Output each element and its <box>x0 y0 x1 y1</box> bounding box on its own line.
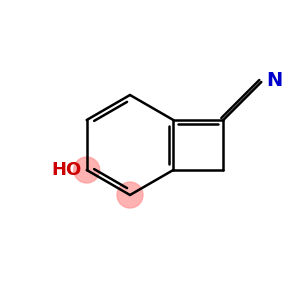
Circle shape <box>74 157 100 183</box>
Text: HO: HO <box>51 161 82 179</box>
Text: N: N <box>266 70 283 89</box>
Circle shape <box>117 182 143 208</box>
